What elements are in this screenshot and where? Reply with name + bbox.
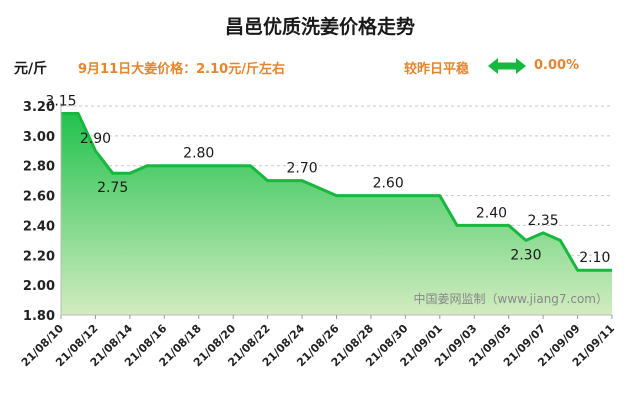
data-label: 2.75 bbox=[97, 180, 128, 196]
data-label: 2.60 bbox=[373, 176, 404, 192]
data-label: 2.70 bbox=[286, 161, 317, 177]
y-tick-label: 2.00 bbox=[23, 279, 55, 294]
double-arrow-icon bbox=[488, 58, 526, 78]
y-tick-label: 2.60 bbox=[23, 190, 55, 205]
y-tick-label: 2.80 bbox=[23, 160, 55, 175]
data-label: 2.40 bbox=[476, 205, 507, 221]
trend-label: 较昨日平稳 bbox=[404, 62, 470, 77]
y-tick-label: 1.80 bbox=[23, 309, 55, 324]
data-label: 2.30 bbox=[510, 247, 541, 263]
data-label: 2.35 bbox=[528, 213, 559, 229]
data-label: 3.15 bbox=[45, 93, 76, 109]
unit-label: 元/斤 bbox=[14, 61, 48, 77]
y-tick-label: 2.20 bbox=[23, 249, 55, 264]
watermark: 中国姜网监制（www.jiang7.com） bbox=[414, 291, 608, 306]
trend-value: 0.00% bbox=[534, 58, 580, 73]
data-label: 2.80 bbox=[183, 146, 214, 162]
y-tick-label: 2.40 bbox=[23, 219, 55, 234]
chart-title: 昌邑优质洗姜价格走势 bbox=[224, 16, 415, 38]
price-area bbox=[61, 113, 612, 315]
data-label: 2.90 bbox=[80, 131, 111, 147]
data-label: 2.10 bbox=[579, 250, 610, 266]
y-tick-label: 3.00 bbox=[23, 130, 55, 145]
price-note: 9月11日大姜价格：2.10元/斤左右 bbox=[78, 62, 285, 77]
y-tick-label: 3.20 bbox=[23, 100, 55, 115]
price-line bbox=[61, 112, 612, 272]
